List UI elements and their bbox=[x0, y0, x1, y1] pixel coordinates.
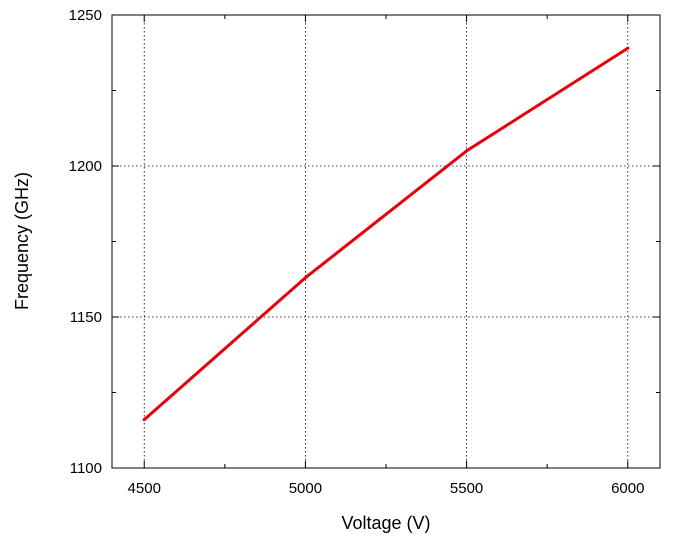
data-point bbox=[142, 418, 146, 422]
x-tick-label: 5500 bbox=[450, 480, 483, 497]
tick-labels: 4500 5000 5500 6000 1100 1150 1200 1250 bbox=[69, 7, 645, 497]
x-axis-title: Voltage (V) bbox=[341, 513, 430, 533]
series-layer bbox=[142, 46, 630, 422]
y-axis-title: Frequency (GHz) bbox=[12, 172, 32, 310]
y-tick-label: 1250 bbox=[69, 7, 102, 24]
x-tick-label: 5000 bbox=[289, 480, 322, 497]
plot-frame bbox=[111, 14, 661, 469]
axis-ticks bbox=[112, 14, 660, 469]
data-point bbox=[303, 276, 307, 280]
data-point bbox=[626, 46, 630, 50]
data-point bbox=[465, 149, 469, 153]
y-tick-label: 1200 bbox=[69, 158, 102, 175]
y-tick-label: 1100 bbox=[70, 460, 102, 477]
x-tick-label: 4500 bbox=[128, 480, 161, 497]
series-line bbox=[142, 46, 630, 422]
grid-lines bbox=[112, 15, 660, 468]
x-tick-label: 6000 bbox=[611, 480, 644, 497]
y-tick-label: 1150 bbox=[70, 309, 102, 326]
